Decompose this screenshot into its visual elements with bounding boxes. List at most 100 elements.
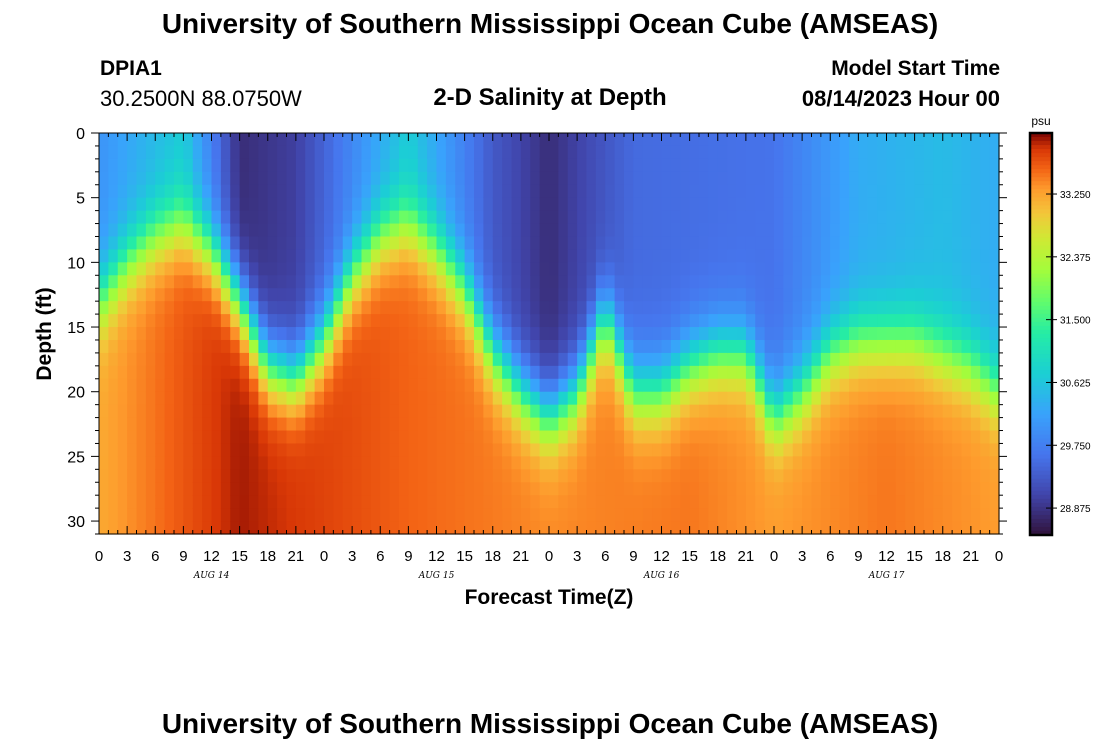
heatmap-cell: [474, 210, 484, 225]
heatmap-cell: [624, 469, 634, 483]
heatmap-cell: [764, 301, 775, 315]
heatmap-cell: [136, 145, 147, 160]
heatmap-cell: [633, 352, 644, 367]
heatmap-cell: [202, 223, 213, 238]
heatmap-cell: [736, 365, 747, 380]
heatmap-cell: [820, 171, 831, 186]
heatmap-cell: [774, 378, 784, 393]
heatmap-cell: [286, 417, 297, 432]
heatmap-cell: [774, 314, 784, 328]
heatmap-cell: [914, 314, 925, 328]
heatmap-cell: [942, 378, 953, 393]
heatmap-cell: [333, 171, 344, 186]
heatmap-cell: [605, 210, 616, 225]
heatmap-cell: [595, 262, 606, 276]
heatmap-cell: [305, 275, 316, 289]
heatmap-cell: [708, 430, 719, 445]
heatmap-cell: [980, 275, 991, 289]
heatmap-cell: [155, 133, 166, 147]
heatmap-cell: [380, 495, 391, 509]
heatmap-cell: [577, 236, 588, 251]
heatmap-cell: [652, 430, 663, 445]
heatmap-cell: [127, 223, 138, 238]
heatmap-cell: [511, 314, 522, 328]
heatmap-cell: [933, 456, 944, 470]
heatmap-cell: [108, 171, 119, 186]
heatmap-cell: [136, 288, 147, 302]
heatmap-cell: [895, 521, 906, 535]
heatmap-cell: [774, 197, 784, 212]
heatmap-cell: [436, 352, 447, 367]
heatmap-cell: [511, 456, 522, 470]
heatmap-cell: [164, 171, 175, 186]
heatmap-cell: [352, 521, 363, 535]
heatmap-cell: [970, 158, 981, 173]
heatmap-cell: [117, 391, 128, 406]
colorbar-swatch: [1030, 414, 1052, 420]
heatmap-cell: [502, 133, 513, 147]
heatmap-cell: [520, 456, 531, 470]
heatmap-cell: [164, 314, 175, 328]
heatmap-cell: [652, 184, 663, 199]
heatmap-cell: [924, 508, 934, 522]
heatmap-cell: [670, 275, 681, 289]
heatmap-cell: [417, 145, 428, 160]
heatmap-cell: [989, 133, 1000, 147]
heatmap-cell: [211, 223, 222, 238]
heatmap-cell: [577, 365, 588, 380]
heatmap-cell: [858, 443, 869, 457]
heatmap-cell: [549, 327, 559, 341]
x-tick-label: 6: [376, 548, 384, 565]
heatmap-cell: [417, 378, 428, 393]
heatmap-cell: [145, 430, 156, 445]
heatmap-cell: [211, 482, 222, 496]
heatmap-cell: [408, 456, 419, 470]
heatmap-cell: [764, 352, 775, 367]
heatmap-cell: [792, 223, 803, 238]
colorbar-swatch: [1030, 177, 1052, 182]
heatmap-cell: [811, 378, 822, 393]
colorbar-swatch: [1030, 378, 1052, 383]
heatmap-cell: [924, 430, 934, 445]
heatmap-cell: [970, 495, 981, 509]
heatmap-cell: [680, 391, 691, 406]
heatmap-cell: [605, 236, 616, 251]
heatmap-cell: [586, 145, 597, 160]
heatmap-cell: [914, 469, 925, 483]
heatmap-cell: [464, 508, 475, 522]
heatmap-cell: [155, 469, 166, 483]
heatmap-cell: [117, 197, 128, 212]
heatmap-cell: [820, 210, 831, 225]
heatmap-cell: [680, 508, 691, 522]
heatmap-cell: [408, 469, 419, 483]
heatmap-cell: [183, 288, 194, 302]
heatmap-cell: [633, 288, 644, 302]
heatmap-cell: [136, 171, 147, 186]
heatmap-cell: [820, 378, 831, 393]
heatmap-cell: [164, 249, 175, 263]
heatmap-cell: [127, 352, 138, 367]
heatmap-cell: [877, 133, 888, 147]
heatmap-cell: [905, 417, 916, 432]
heatmap-cell: [811, 133, 822, 147]
heatmap-cell: [802, 508, 813, 522]
heatmap-cell: [549, 378, 559, 393]
heatmap-cell: [708, 391, 719, 406]
heatmap-cell: [680, 197, 691, 212]
heatmap-cell: [877, 352, 888, 367]
heatmap-cell: [445, 197, 456, 212]
heatmap-cell: [305, 417, 316, 432]
heatmap-cell: [652, 262, 663, 276]
heatmap-cell: [511, 352, 522, 367]
heatmap-cell: [670, 301, 681, 315]
heatmap-cell: [614, 249, 625, 263]
heatmap-cell: [389, 301, 400, 315]
heatmap-cell: [295, 339, 306, 354]
heatmap-cell: [820, 443, 831, 457]
colorbar-swatch: [1030, 334, 1052, 339]
heatmap-cell: [624, 301, 634, 315]
heatmap-cell: [520, 301, 531, 315]
heatmap-cell: [980, 417, 991, 432]
heatmap-cell: [464, 521, 475, 535]
heatmap-cell: [895, 430, 906, 445]
